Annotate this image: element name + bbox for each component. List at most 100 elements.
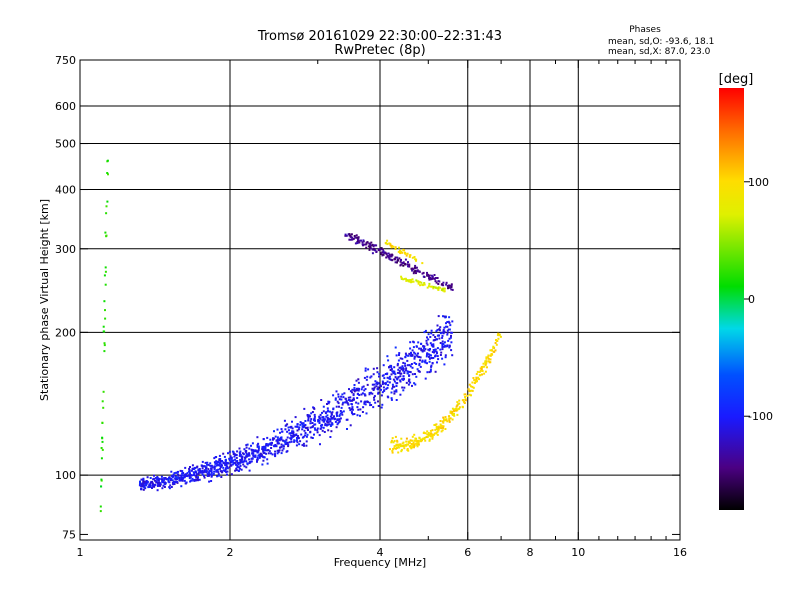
data-point [447, 287, 449, 290]
data-point [240, 468, 243, 471]
data-point [103, 300, 106, 303]
data-point [418, 370, 421, 373]
data-point [380, 247, 383, 250]
data-point [436, 324, 439, 327]
data-point [401, 262, 404, 264]
data-point [453, 414, 456, 417]
data-point [194, 478, 197, 481]
data-point [215, 462, 218, 465]
data-point [219, 466, 222, 469]
data-point [154, 479, 156, 482]
data-point [385, 256, 388, 259]
data-point [454, 408, 457, 411]
data-point [218, 462, 221, 465]
data-point [442, 426, 444, 429]
data-point [414, 439, 417, 442]
data-point [441, 288, 444, 291]
data-point [368, 393, 371, 396]
data-point [349, 234, 352, 237]
data-point [142, 480, 145, 483]
data-point [330, 412, 333, 415]
data-point [406, 372, 409, 375]
data-point [463, 400, 465, 403]
data-point [218, 454, 221, 457]
data-point [203, 470, 206, 473]
plot-area: 1 2 4 6 8 10 16 75 100 200 300 400 500 600 750 [55, 54, 687, 559]
data-point [403, 372, 406, 374]
data-point [281, 449, 284, 452]
data-point [243, 465, 246, 468]
data-point [426, 430, 429, 433]
data-point [215, 460, 218, 463]
data-point [416, 445, 419, 448]
data-point [293, 440, 296, 443]
data-point [361, 241, 364, 244]
data-point [338, 420, 341, 423]
data-point [270, 447, 273, 449]
data-point [435, 426, 438, 428]
data-point [398, 354, 400, 356]
data-point [364, 403, 367, 406]
data-point [151, 481, 154, 483]
data-point [408, 440, 411, 443]
data-point [313, 427, 316, 430]
data-point [434, 336, 437, 338]
data-point [173, 472, 176, 475]
data-point [99, 505, 102, 508]
data-point [337, 402, 340, 405]
data-point [430, 274, 433, 277]
data-point [440, 427, 443, 430]
data-point [402, 264, 405, 267]
x-tick-label: 8 [527, 546, 534, 559]
data-point [286, 423, 289, 426]
data-point [351, 413, 354, 416]
data-point [204, 461, 207, 464]
data-point [195, 478, 198, 481]
data-point [432, 433, 435, 436]
data-point [362, 244, 364, 247]
data-point [224, 470, 227, 472]
data-point [377, 388, 380, 391]
data-point [284, 442, 287, 445]
data-point [179, 469, 182, 472]
data-point [196, 477, 199, 480]
data-point [497, 337, 500, 340]
data-point [334, 398, 337, 401]
data-point [461, 399, 464, 402]
data-point [105, 212, 108, 215]
data-point [443, 418, 446, 421]
data-point [101, 436, 104, 439]
data-point [325, 424, 328, 426]
data-point [428, 439, 431, 442]
data-point [188, 467, 191, 470]
data-point [359, 408, 362, 411]
data-point [448, 316, 451, 319]
data-point [442, 421, 445, 424]
data-point [276, 442, 279, 445]
data-point [305, 444, 308, 447]
data-point [446, 345, 449, 348]
data-point [222, 466, 225, 469]
data-point [367, 368, 370, 371]
data-point [186, 475, 189, 478]
data-point [479, 374, 482, 377]
data-point [439, 348, 442, 351]
data-point [193, 467, 196, 469]
data-point [478, 371, 481, 374]
data-point [191, 474, 194, 477]
data-point [441, 340, 444, 343]
data-point [171, 476, 174, 479]
data-point [450, 349, 453, 352]
data-point [433, 350, 436, 352]
data-point [302, 442, 305, 445]
data-point [429, 429, 432, 432]
data-point [428, 360, 431, 363]
data-point [248, 452, 251, 455]
data-point [171, 479, 174, 482]
data-point [394, 246, 397, 249]
data-point [230, 457, 233, 460]
data-point [226, 470, 229, 473]
data-point [386, 386, 389, 389]
data-point [358, 394, 361, 396]
data-point [103, 344, 106, 347]
